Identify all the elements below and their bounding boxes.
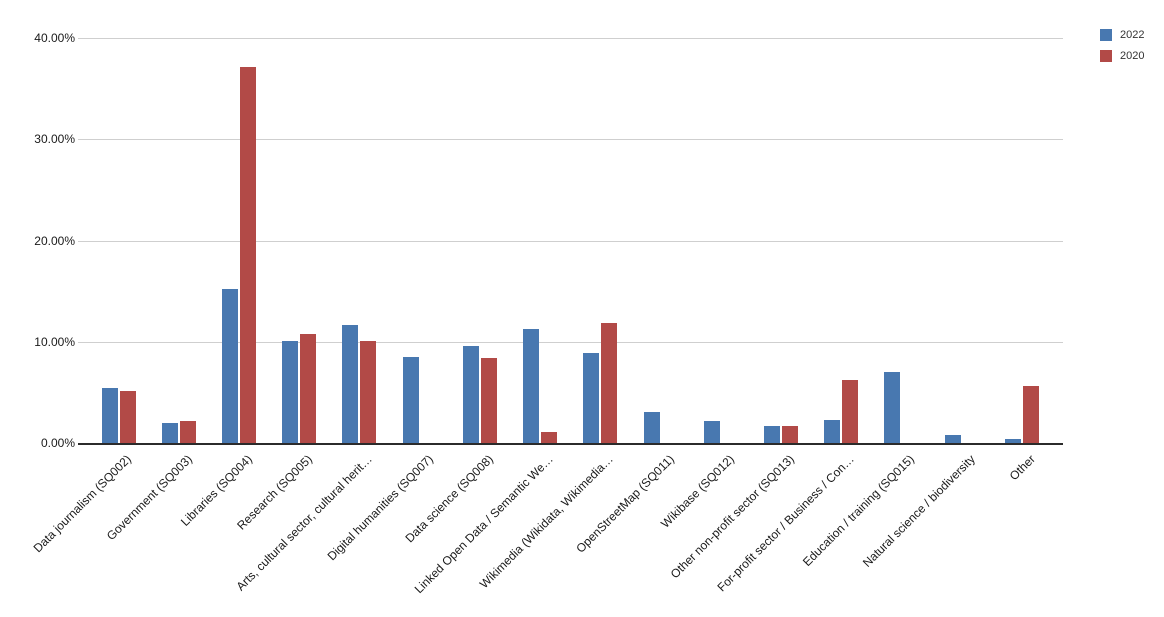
bar-2020 bbox=[541, 432, 557, 443]
y-axis-tick-label: 10.00% bbox=[34, 335, 75, 349]
bar-2020 bbox=[481, 358, 497, 443]
gridline bbox=[78, 342, 1063, 343]
legend: 2022 2020 bbox=[1100, 29, 1144, 71]
bar-2022 bbox=[824, 420, 840, 443]
bar-2020 bbox=[601, 323, 617, 443]
bar-2022 bbox=[884, 372, 900, 443]
bar-2022 bbox=[644, 412, 660, 443]
bar-2020 bbox=[360, 341, 376, 443]
legend-item: 2020 bbox=[1100, 50, 1144, 62]
gridline bbox=[78, 241, 1063, 242]
bar-2022 bbox=[282, 341, 298, 443]
bar-2022 bbox=[764, 426, 780, 443]
bar-2020 bbox=[240, 67, 256, 443]
y-axis-tick-label: 40.00% bbox=[34, 31, 75, 45]
x-axis-category-label: Other bbox=[1006, 452, 1038, 484]
gridline bbox=[78, 38, 1063, 39]
bar-2022 bbox=[162, 423, 178, 443]
legend-color-swatch bbox=[1100, 50, 1112, 62]
bar-2022 bbox=[463, 346, 479, 443]
bar-2020 bbox=[300, 334, 316, 443]
bar-2022 bbox=[342, 325, 358, 443]
bar-2020 bbox=[120, 391, 136, 443]
legend-label: 2022 bbox=[1120, 29, 1145, 41]
legend-color-swatch bbox=[1100, 29, 1112, 41]
x-axis-baseline bbox=[78, 443, 1063, 445]
bar-2022 bbox=[102, 388, 118, 443]
bar-2022 bbox=[1005, 439, 1021, 443]
bar-2022 bbox=[403, 357, 419, 443]
y-axis-tick-label: 20.00% bbox=[34, 234, 75, 248]
legend-label: 2020 bbox=[1120, 50, 1145, 62]
gridline bbox=[78, 139, 1063, 140]
y-axis-tick-label: 30.00% bbox=[34, 132, 75, 146]
bar-2022 bbox=[523, 329, 539, 443]
bar-2020 bbox=[842, 380, 858, 443]
bar-2020 bbox=[1023, 386, 1039, 443]
bar-2022 bbox=[945, 435, 961, 443]
bar-2020 bbox=[180, 421, 196, 443]
bar-2020 bbox=[782, 426, 798, 443]
bar-2022 bbox=[704, 421, 720, 443]
y-axis-tick-label: 0.00% bbox=[40, 436, 75, 450]
bar-2022 bbox=[222, 289, 238, 443]
legend-item: 2022 bbox=[1100, 29, 1144, 41]
bar-2022 bbox=[583, 353, 599, 443]
